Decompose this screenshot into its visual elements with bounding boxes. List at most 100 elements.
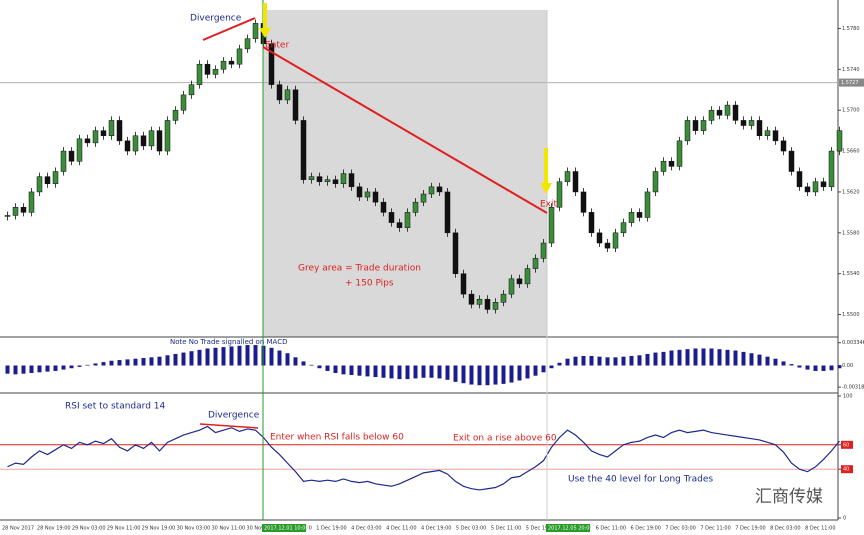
candle <box>444 191 451 234</box>
y-tick-label: 0.00 <box>842 363 853 369</box>
macd-bar <box>413 365 418 379</box>
marks: 1.5500 1.5540 1.5580 1.5620 1.5660 1.5700 1.57… <box>0 19 864 532</box>
macd-bar <box>405 365 410 380</box>
macd-bar <box>277 350 282 366</box>
watermark: 汇商传媒 <box>755 487 823 507</box>
macd-bar <box>357 365 362 376</box>
macd-bar <box>253 345 258 366</box>
candle <box>276 84 283 101</box>
candle <box>356 186 363 198</box>
candle <box>804 186 811 193</box>
y-tick-label: 60 <box>843 442 849 448</box>
macd-bar <box>493 365 498 385</box>
candle <box>612 232 619 249</box>
candle <box>372 191 379 203</box>
macd-bar <box>213 347 218 366</box>
candle <box>628 212 635 223</box>
macd-bar <box>453 365 458 382</box>
candle <box>156 130 163 152</box>
macd-bar <box>653 352 658 366</box>
x-tick-label: 5 Dec 11:00 <box>491 526 521 532</box>
candle <box>148 130 155 147</box>
y-tick-label: -0.00318 <box>842 385 864 391</box>
candle <box>660 161 667 172</box>
candle <box>60 150 67 172</box>
y-tick-label: 1.5620 <box>842 189 860 195</box>
macd-bar <box>525 365 530 379</box>
divergence-line <box>202 17 256 41</box>
candle <box>332 179 339 185</box>
time-label: 2017.12.01 10:00 <box>264 526 309 532</box>
macd-bar <box>461 365 466 384</box>
macd-bar <box>13 365 18 375</box>
macd-bar <box>549 365 554 369</box>
macd-bar <box>125 359 130 366</box>
macd-bar <box>157 356 162 366</box>
macd-bar <box>293 357 298 366</box>
macd-bar <box>509 365 514 383</box>
x-tick-label: 29 Nov 03:00 <box>72 526 106 532</box>
macd-bar <box>485 365 490 386</box>
macd-bar <box>477 365 482 386</box>
macd-bar <box>245 345 250 366</box>
macd-bar <box>789 364 794 366</box>
candle <box>836 130 843 152</box>
candle <box>476 298 483 305</box>
candle <box>316 176 323 182</box>
macd-bar <box>341 365 346 375</box>
candle <box>52 171 59 185</box>
x-tick-label: 4 Dec 03:00 <box>351 526 381 532</box>
macd-bar <box>725 349 730 366</box>
macd-bar <box>733 350 738 366</box>
macd-bar <box>45 365 50 372</box>
macd-bar <box>445 365 450 380</box>
candle <box>252 23 259 39</box>
macd-bar <box>141 358 146 366</box>
candle <box>620 222 627 234</box>
macd-bar <box>301 361 306 366</box>
candle <box>100 130 107 136</box>
candle <box>68 150 75 162</box>
candle <box>220 60 227 70</box>
macd-bar <box>749 353 754 366</box>
macd-bar <box>5 365 10 374</box>
macd-bar <box>589 355 594 366</box>
candle <box>380 201 387 213</box>
macd-bar <box>685 349 690 366</box>
x-tick-label: 28 Nov 19:00 <box>37 526 71 532</box>
candle <box>212 69 219 75</box>
candle <box>764 130 771 136</box>
current-price-box <box>839 78 864 87</box>
x-tick-label: 5 Dec 19:00 <box>526 526 556 532</box>
candle <box>700 120 707 131</box>
candle <box>796 171 803 188</box>
macd-bar <box>701 348 706 366</box>
candle <box>588 212 595 234</box>
macd-bar <box>605 357 610 366</box>
candle <box>348 173 355 188</box>
macd-bar <box>237 345 242 366</box>
x-tick-label: 7 Dec 19:00 <box>735 526 765 532</box>
annotation: Divergence <box>190 14 242 24</box>
arrow <box>259 3 271 38</box>
macd-bar <box>29 365 34 373</box>
x-tick-label: 7 Dec 03:00 <box>665 526 695 532</box>
macd-bar <box>197 349 202 366</box>
candle <box>36 176 43 193</box>
candle <box>124 140 131 152</box>
macd-bar <box>229 346 234 366</box>
y-tick-label: 1.5500 <box>842 312 860 318</box>
macd-bar <box>741 351 746 366</box>
annotation: Grey area = Trade duration <box>298 264 421 274</box>
macd-bar <box>21 365 26 374</box>
macd-bar <box>517 365 522 381</box>
macd-bar <box>373 365 378 378</box>
x-tick-label: 6 Dec 11:00 <box>596 526 626 532</box>
candle <box>84 138 91 144</box>
candle <box>564 171 571 182</box>
candle <box>140 135 147 147</box>
macd-bar <box>93 363 98 366</box>
time-box <box>262 524 306 532</box>
candle <box>132 135 139 152</box>
